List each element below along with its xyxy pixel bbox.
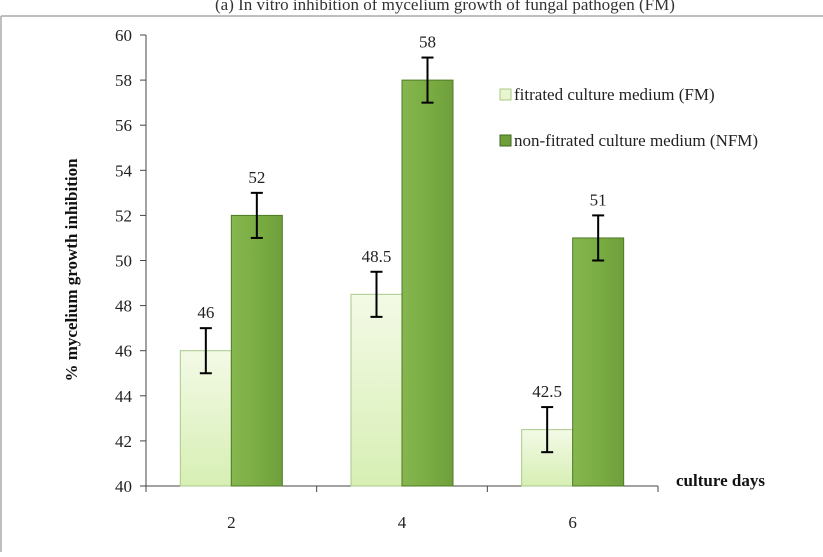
x-tick-label: 4 xyxy=(398,513,407,532)
x-tick-label: 6 xyxy=(568,513,577,532)
data-label: 51 xyxy=(590,190,607,209)
bar-fm xyxy=(350,293,403,487)
y-tick-label: 56 xyxy=(115,116,132,135)
x-tick-label: 2 xyxy=(227,513,236,532)
bar-nfm xyxy=(230,214,283,487)
cropped-header-text: (a) In vitro inhibition of mycelium grow… xyxy=(215,0,675,14)
y-tick-label: 50 xyxy=(115,252,132,271)
y-tick-label: 60 xyxy=(115,26,132,45)
legend: fitrated culture medium (FM) non-fitrated… xyxy=(499,85,758,150)
bar-nfm xyxy=(572,237,625,487)
bar-nfm xyxy=(401,79,454,487)
bars-group: 46 52 48.5 58 42.5 51 xyxy=(179,33,625,487)
data-label: 42.5 xyxy=(532,382,562,401)
y-tick-label: 46 xyxy=(115,342,132,361)
legend-swatch-nfm xyxy=(499,134,512,147)
y-tick-label: 42 xyxy=(115,432,132,451)
legend-swatch-fm xyxy=(499,88,512,101)
y-axis-label: % mycelium growth inhibition xyxy=(62,158,81,382)
data-label: 52 xyxy=(248,168,265,187)
y-tick-label: 52 xyxy=(115,206,132,225)
x-axis-label: culture days xyxy=(676,471,765,490)
data-label: 58 xyxy=(419,33,436,52)
y-tick-label: 40 xyxy=(115,477,132,496)
y-tick-label: 44 xyxy=(115,387,133,406)
legend-label-fm: fitrated culture medium (FM) xyxy=(514,85,715,104)
data-label: 48.5 xyxy=(362,247,392,266)
y-tick-label: 58 xyxy=(115,71,132,90)
y-tick-label: 48 xyxy=(115,297,132,316)
data-label: 46 xyxy=(197,303,214,322)
legend-label-nfm: non-fitrated culture medium (NFM) xyxy=(514,131,758,150)
y-tick-label: 54 xyxy=(115,161,133,180)
